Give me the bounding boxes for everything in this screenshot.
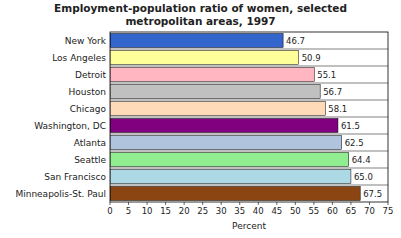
x-tick [128, 202, 129, 205]
x-tick-label: 40 [253, 206, 264, 216]
category-label: Detroit [75, 70, 107, 80]
x-tick-label: 0 [107, 206, 112, 216]
x-tick-label: 20 [179, 206, 190, 216]
category-label: Los Angeles [52, 53, 106, 63]
x-tick [184, 202, 185, 205]
x-tick [165, 202, 166, 205]
x-tick [239, 202, 240, 205]
chart-container: Employment-population ratio of women, se… [0, 0, 401, 238]
x-tick [350, 202, 351, 205]
bar [110, 51, 299, 65]
category-label: Houston [69, 87, 106, 97]
separator [110, 66, 388, 67]
data-label: 64.4 [352, 155, 371, 165]
x-tick-label: 55 [308, 206, 319, 216]
category-label: Atlanta [74, 138, 106, 148]
x-tick-label: 35 [234, 206, 245, 216]
data-label: 61.5 [341, 121, 360, 131]
x-tick-label: 50 [290, 206, 301, 216]
x-tick-label: 75 [383, 206, 394, 216]
data-label: 58.1 [328, 104, 347, 114]
separator [110, 117, 388, 118]
x-tick [110, 202, 111, 205]
x-tick [202, 202, 203, 205]
x-tick [369, 202, 370, 205]
data-label: 65.0 [354, 172, 373, 182]
category-label: Washington, DC [34, 121, 106, 131]
category-label: San Francisco [44, 172, 106, 182]
separator [110, 185, 388, 186]
bar [110, 136, 342, 150]
x-tick-label: 5 [126, 206, 131, 216]
x-tick [388, 202, 389, 205]
bar [110, 85, 320, 99]
data-label: 46.7 [286, 36, 305, 46]
x-tick [295, 202, 296, 205]
bar [110, 170, 351, 184]
bar [110, 119, 338, 133]
separator [110, 168, 388, 169]
x-tick [147, 202, 148, 205]
x-tick [313, 202, 314, 205]
data-label: 67.5 [363, 189, 382, 199]
bar [110, 102, 325, 116]
category-label: Seattle [74, 155, 106, 165]
data-label: 50.9 [302, 53, 321, 63]
separator [110, 151, 388, 152]
plot-frame [110, 32, 388, 202]
x-tick [221, 202, 222, 205]
bar [110, 34, 283, 48]
x-tick-label: 30 [216, 206, 227, 216]
x-tick [332, 202, 333, 205]
x-tick [258, 202, 259, 205]
title-line: metropolitan areas, 1997 [125, 15, 275, 27]
chart-svg: Employment-population ratio of women, se… [0, 0, 401, 238]
separator [110, 134, 388, 135]
data-label: 55.1 [317, 70, 336, 80]
x-tick-label: 25 [197, 206, 208, 216]
x-tick-label: 10 [142, 206, 153, 216]
category-label: Minneapolis-St. Paul [15, 189, 106, 199]
title-line: Employment-population ratio of women, se… [54, 2, 347, 14]
separator [110, 100, 388, 101]
category-label: Chicago [70, 104, 107, 114]
bar [110, 68, 314, 82]
title: Employment-population ratio of women, se… [54, 2, 347, 27]
x-tick-label: 70 [364, 206, 375, 216]
x-tick-label: 60 [327, 206, 338, 216]
x-tick [276, 202, 277, 205]
x-tick-label: 45 [271, 206, 282, 216]
separator [110, 83, 388, 84]
x-axis-label: Percent [232, 221, 266, 231]
x-tick-label: 65 [346, 206, 357, 216]
bar [110, 187, 360, 201]
x-tick-label: 15 [160, 206, 171, 216]
bar [110, 153, 349, 167]
data-label: 62.5 [345, 138, 364, 148]
data-label: 56.7 [323, 87, 342, 97]
separator [110, 49, 388, 50]
category-label: New York [65, 36, 107, 46]
